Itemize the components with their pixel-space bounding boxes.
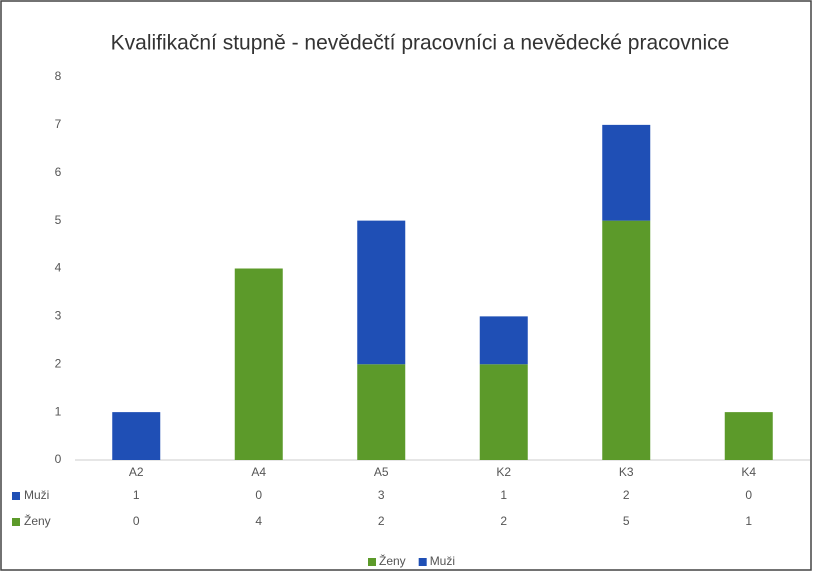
y-tick-label: 3 [55, 309, 62, 323]
y-tick-label: 1 [55, 404, 62, 418]
table-cell: 1 [745, 514, 752, 528]
table-cell: 5 [623, 514, 630, 528]
y-tick-label: 0 [55, 452, 62, 466]
y-tick-label: 2 [55, 356, 62, 370]
x-tick-label: A2 [129, 465, 144, 479]
table-cell: 2 [623, 488, 630, 502]
table-cell: 1 [500, 488, 507, 502]
x-tick-label: K3 [619, 465, 634, 479]
x-tick-label: A4 [251, 465, 266, 479]
bar-segment [357, 220, 406, 365]
bar-segment [357, 364, 406, 460]
legend-key [418, 558, 427, 566]
bar-segment [479, 364, 528, 460]
table-legend-key [12, 518, 20, 526]
legend-key [368, 558, 376, 566]
bar-segment [724, 412, 773, 460]
bar-segment [602, 220, 651, 460]
x-tick-label: K2 [496, 465, 511, 479]
bar-segment [234, 268, 283, 460]
bar-segment [112, 412, 161, 460]
table-cell: 0 [745, 488, 752, 502]
table-cell: 2 [378, 514, 385, 528]
y-tick-label: 8 [55, 69, 62, 83]
table-cell: 0 [133, 514, 140, 528]
table-cell: 1 [133, 488, 140, 502]
legend-label: Ženy [379, 553, 406, 568]
x-tick-label: K4 [741, 465, 756, 479]
bar-segment [479, 316, 528, 365]
table-cell: 4 [255, 514, 262, 528]
table-cell: 2 [500, 514, 507, 528]
y-tick-label: 4 [55, 261, 62, 275]
chart-title: Kvalifikační stupně - nevědečtí pracovní… [111, 32, 730, 55]
y-tick-label: 5 [55, 213, 62, 227]
table-row-label: Muži [24, 488, 49, 502]
table-cell: 3 [378, 488, 385, 502]
x-tick-label: A5 [374, 465, 389, 479]
table-row-label: Ženy [24, 513, 51, 528]
table-cell: 0 [255, 488, 262, 502]
legend-label: Muži [430, 554, 455, 568]
y-tick-label: 6 [55, 165, 62, 179]
table-legend-key [12, 492, 20, 500]
bar-segment [602, 124, 651, 221]
y-tick-label: 7 [55, 117, 62, 131]
